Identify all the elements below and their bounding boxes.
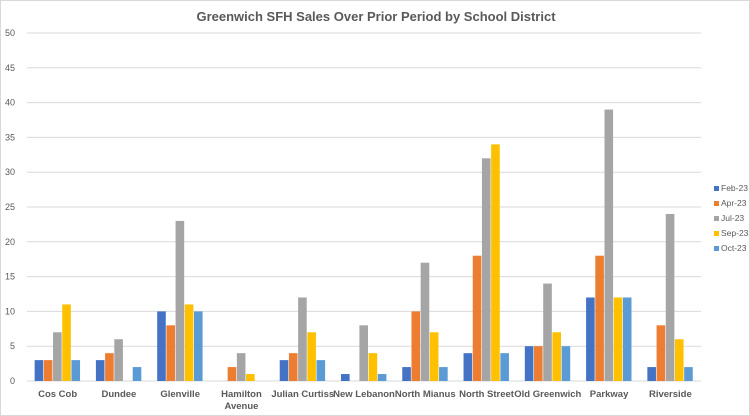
x-tick-label: North Street	[459, 389, 515, 400]
x-tick-label: Glenville	[160, 389, 200, 400]
bar-feb-23	[647, 367, 656, 381]
bar-sep-23	[429, 332, 439, 381]
bar-jul-23	[236, 353, 246, 381]
x-tick-label: Cos Cob	[38, 389, 77, 400]
bar-jul-23	[543, 283, 552, 381]
bar-oct-23	[132, 367, 142, 381]
bar-sep-23	[552, 332, 562, 381]
bar-feb-23	[34, 360, 44, 381]
bar-apr-23	[288, 353, 298, 381]
legend-swatch	[714, 216, 719, 221]
bar-apr-23	[43, 360, 53, 381]
x-tick-label: Julian Curtiss	[271, 389, 334, 400]
x-tick-label: Riverside	[649, 389, 692, 400]
bar-apr-23	[472, 255, 482, 381]
chart-title: Greenwich SFH Sales Over Prior Period by…	[196, 9, 556, 24]
bar-feb-23	[586, 297, 595, 381]
bar-jul-23	[359, 325, 368, 381]
bar-sep-23	[307, 332, 316, 381]
legend-label: Oct-23	[721, 243, 747, 253]
y-tick-label: 35	[5, 132, 15, 142]
bar-sep-23	[62, 304, 71, 381]
bar-apr-23	[105, 353, 114, 381]
bar-apr-23	[656, 325, 666, 381]
bar-apr-23	[595, 255, 604, 381]
legend-label: Sep-23	[721, 228, 749, 238]
bar-oct-23	[71, 360, 81, 381]
y-tick-label: 45	[5, 63, 15, 73]
x-tick-label: Hamilton	[221, 389, 262, 400]
x-tick-label: Parkway	[590, 389, 629, 400]
bar-jul-23	[175, 220, 185, 381]
legend-label: Feb-23	[721, 183, 748, 193]
legend-swatch	[714, 231, 719, 236]
bar-jul-23	[665, 213, 675, 381]
bar-jul-23	[53, 332, 62, 381]
bar-jul-23	[114, 339, 123, 381]
bar-sep-23	[184, 304, 194, 381]
bar-jul-23	[481, 158, 491, 381]
bar-oct-23	[377, 374, 387, 381]
bar-jul-23	[298, 297, 307, 381]
bar-sep-23	[368, 353, 378, 381]
y-tick-label: 30	[5, 167, 15, 177]
bar-feb-23	[402, 367, 411, 381]
bar-feb-23	[95, 360, 105, 381]
legend-swatch	[714, 246, 719, 251]
y-tick-label: 20	[5, 237, 15, 247]
legend-swatch	[714, 186, 719, 191]
y-tick-label: 5	[10, 341, 15, 351]
bar-apr-23	[227, 367, 237, 381]
bar-apr-23	[166, 325, 175, 381]
bar-sep-23	[674, 339, 684, 381]
x-tick-label: Avenue	[224, 401, 258, 412]
y-tick-label: 0	[10, 376, 15, 386]
bar-feb-23	[524, 346, 534, 381]
bar-jul-23	[420, 262, 430, 381]
bar-oct-23	[316, 360, 326, 381]
y-tick-label: 25	[5, 202, 15, 212]
bar-oct-23	[500, 353, 509, 381]
bar-apr-23	[534, 346, 543, 381]
bar-feb-23	[279, 360, 289, 381]
y-tick-label: 50	[5, 28, 15, 38]
x-tick-label: New Lebanon	[333, 389, 395, 400]
legend-swatch	[714, 201, 719, 206]
bar-apr-23	[411, 311, 421, 381]
legend-label: Apr-23	[721, 198, 747, 208]
bar-oct-23	[193, 311, 203, 381]
bar-sep-23	[491, 144, 500, 381]
y-tick-label: 15	[5, 272, 15, 282]
bar-oct-23	[684, 367, 693, 381]
bar-sep-23	[613, 297, 623, 381]
bar-feb-23	[341, 374, 350, 381]
bar-oct-23	[622, 297, 632, 381]
x-tick-label: North Mianus	[395, 389, 456, 400]
y-tick-label: 40	[5, 98, 15, 108]
x-tick-label: Old Greenwich	[514, 389, 581, 400]
bar-jul-23	[604, 109, 614, 381]
bar-feb-23	[157, 311, 166, 381]
x-tick-label: Dundee	[101, 389, 136, 400]
legend-label: Jul-23	[721, 213, 744, 223]
bar-sep-23	[246, 374, 255, 381]
bar-feb-23	[463, 353, 473, 381]
y-tick-label: 10	[5, 306, 15, 316]
bar-oct-23	[439, 367, 448, 381]
bar-oct-23	[561, 346, 571, 381]
